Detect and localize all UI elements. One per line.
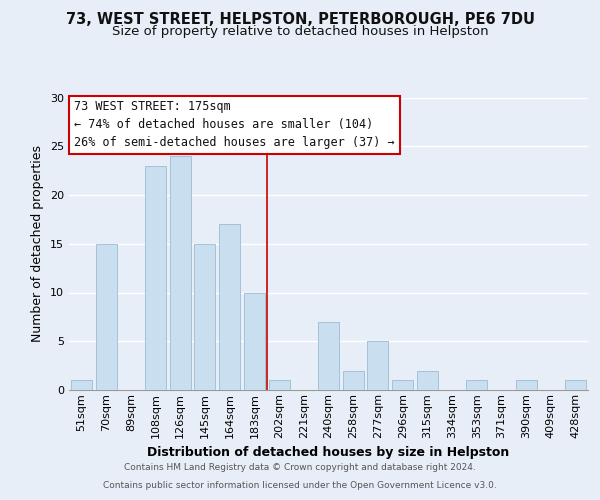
Text: Contains public sector information licensed under the Open Government Licence v3: Contains public sector information licen… [103,481,497,490]
Bar [466,380,487,390]
Bar [219,224,240,390]
Bar [417,370,438,390]
Bar [367,341,388,390]
Bar [244,292,265,390]
Bar [516,380,537,390]
Bar [318,322,339,390]
Bar [145,166,166,390]
Bar [170,156,191,390]
Bar [71,380,92,390]
Bar [194,244,215,390]
Bar [343,370,364,390]
X-axis label: Distribution of detached houses by size in Helpston: Distribution of detached houses by size … [148,446,509,459]
Y-axis label: Number of detached properties: Number of detached properties [31,145,44,342]
Text: 73 WEST STREET: 175sqm
← 74% of detached houses are smaller (104)
26% of semi-de: 73 WEST STREET: 175sqm ← 74% of detached… [74,100,395,150]
Bar [269,380,290,390]
Bar [95,244,116,390]
Bar [565,380,586,390]
Text: 73, WEST STREET, HELPSTON, PETERBOROUGH, PE6 7DU: 73, WEST STREET, HELPSTON, PETERBOROUGH,… [65,12,535,28]
Bar [392,380,413,390]
Text: Size of property relative to detached houses in Helpston: Size of property relative to detached ho… [112,25,488,38]
Text: Contains HM Land Registry data © Crown copyright and database right 2024.: Contains HM Land Registry data © Crown c… [124,464,476,472]
